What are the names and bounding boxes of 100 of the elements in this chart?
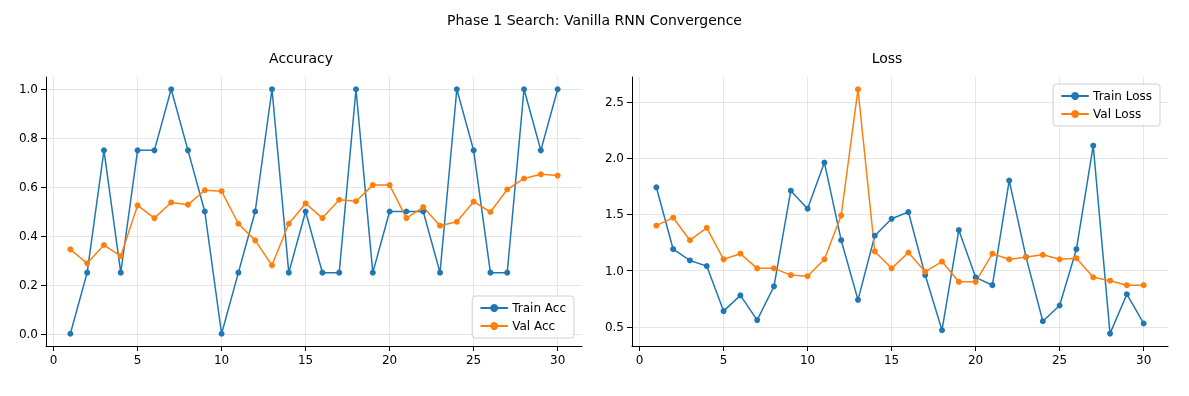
point [134, 147, 141, 154]
x-tick-label: 0 [635, 353, 644, 367]
y-tick-label: 0.5 [604, 319, 624, 334]
point [403, 208, 410, 215]
point [302, 200, 309, 207]
point [537, 147, 544, 154]
point [537, 171, 544, 178]
point [703, 224, 710, 231]
point [470, 147, 477, 154]
point [117, 253, 124, 260]
point [720, 308, 727, 315]
point [369, 182, 376, 189]
point [1056, 302, 1063, 309]
point [336, 269, 343, 276]
point [201, 208, 208, 215]
point [754, 317, 761, 324]
x-tick-label: 10 [799, 353, 816, 367]
point [871, 232, 878, 239]
point [686, 237, 693, 244]
point [235, 269, 242, 276]
point [787, 187, 794, 194]
point [521, 175, 528, 182]
point [319, 269, 326, 276]
point [353, 86, 360, 93]
x-tick-label: 20 [967, 353, 984, 367]
point [855, 86, 861, 93]
point [989, 250, 996, 257]
point [521, 86, 528, 93]
legend-label: Train Loss [1092, 89, 1153, 103]
point [504, 186, 511, 193]
point [269, 86, 275, 93]
point [1107, 330, 1114, 337]
point [151, 147, 158, 154]
point [670, 214, 677, 221]
point [804, 205, 811, 212]
point [201, 187, 208, 194]
point [686, 257, 693, 264]
point [703, 263, 710, 270]
point [235, 220, 242, 227]
point [770, 265, 777, 272]
point [871, 248, 878, 255]
y-tick-label: 2.5 [604, 94, 624, 109]
point [487, 208, 494, 215]
point [117, 269, 124, 276]
point [369, 269, 376, 276]
x-tick-label: 5 [719, 353, 728, 367]
point [770, 283, 777, 290]
y-tick-label: 0.0 [18, 326, 38, 341]
point [84, 260, 91, 267]
point [972, 278, 979, 285]
point [737, 292, 744, 299]
y-tick-label: 2.0 [604, 151, 624, 166]
point [134, 202, 141, 209]
point [1123, 282, 1130, 289]
point [1039, 251, 1046, 258]
point [955, 278, 962, 285]
legend-label: Train Acc [511, 301, 567, 315]
point [184, 201, 191, 208]
point [285, 269, 292, 276]
point [1039, 318, 1046, 325]
point [838, 212, 845, 219]
point [1090, 142, 1097, 149]
point [1056, 256, 1063, 263]
point [336, 196, 343, 203]
point [888, 215, 895, 222]
point [184, 147, 191, 154]
point [1090, 274, 1097, 281]
point [653, 184, 660, 191]
point [302, 208, 309, 215]
y-tick-label: 0.6 [18, 180, 38, 195]
y-tick-label: 0.8 [18, 131, 38, 146]
point [754, 265, 761, 272]
point [84, 269, 91, 276]
chart-title: Accuracy [269, 50, 333, 66]
point [252, 237, 259, 244]
y-tick-label: 0.2 [18, 277, 38, 292]
point [804, 273, 811, 280]
point [653, 222, 660, 229]
point [554, 86, 561, 93]
point [939, 327, 946, 334]
point [1006, 177, 1013, 184]
point [386, 208, 393, 215]
point [989, 282, 996, 289]
point [905, 249, 912, 256]
text: Phase 1 Search: Vanilla RNN Convergence [446, 11, 743, 30]
point [670, 246, 677, 253]
x-tick-label: 0 [49, 353, 58, 367]
point [1107, 277, 1114, 284]
x-tick-label: 5 [133, 353, 142, 367]
point [353, 198, 360, 205]
point [504, 269, 511, 276]
point [168, 199, 175, 206]
point [218, 330, 225, 337]
point [1073, 255, 1080, 262]
point [487, 269, 494, 276]
x-tick-label: 25 [465, 353, 482, 367]
point [1123, 291, 1130, 298]
point [720, 256, 727, 263]
point [420, 204, 427, 211]
point [905, 209, 912, 216]
